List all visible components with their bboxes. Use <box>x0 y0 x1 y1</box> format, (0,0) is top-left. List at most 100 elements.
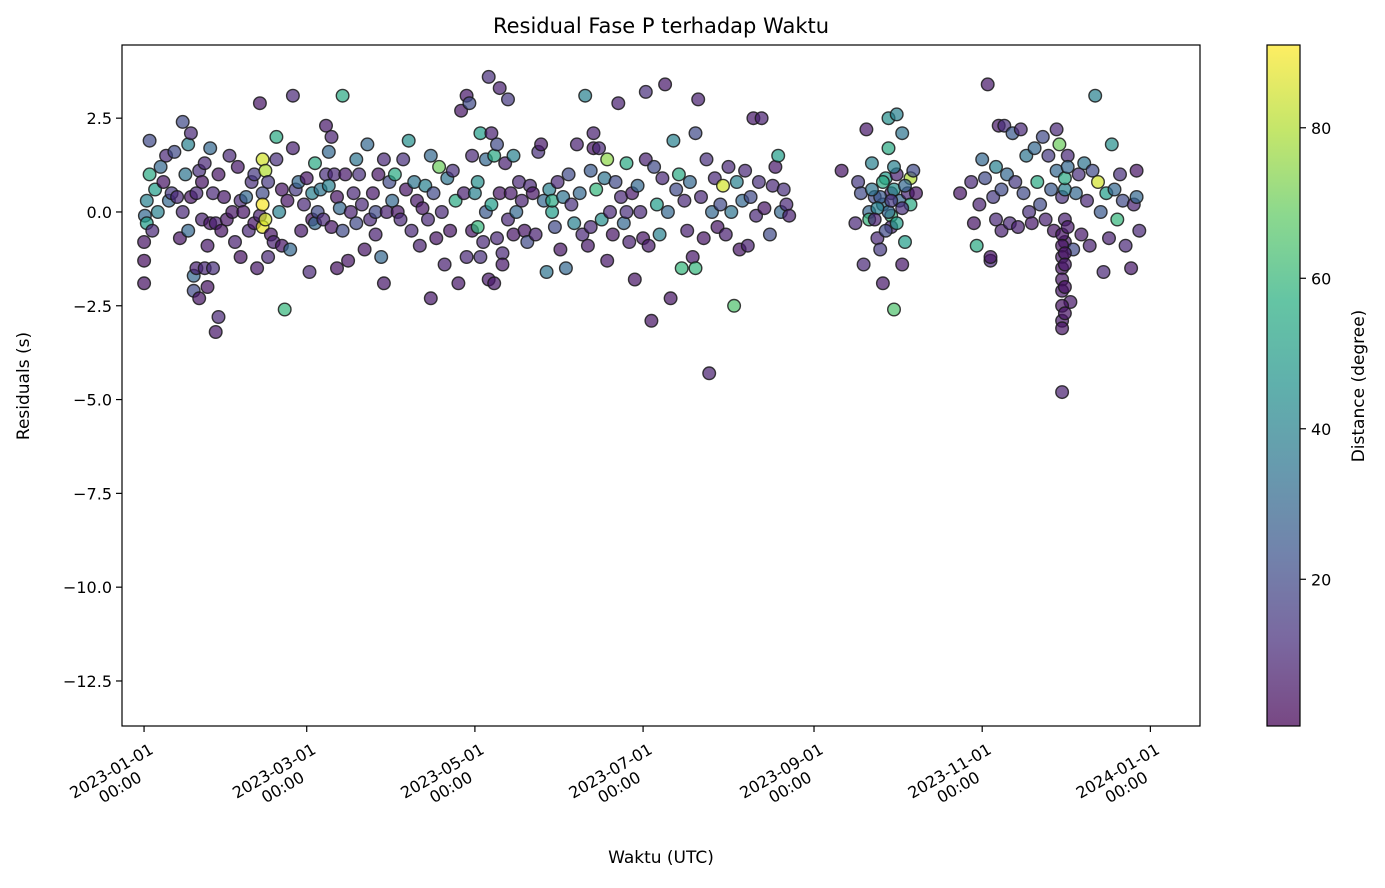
scatter-point <box>330 261 345 276</box>
scatter-point <box>528 227 543 242</box>
scatter-point <box>1090 174 1105 189</box>
y-tick-label: −5.0 <box>73 391 112 410</box>
scatter-point <box>387 167 402 182</box>
scatter-point <box>167 144 182 159</box>
scatter-point <box>1096 265 1111 280</box>
scatter-point <box>349 152 364 167</box>
scatter-point <box>586 126 601 141</box>
scatter-point <box>740 238 755 253</box>
scatter-point <box>909 186 924 201</box>
scatter-point <box>365 186 380 201</box>
scatter-point <box>203 141 218 156</box>
scatter-point <box>600 253 615 268</box>
scatter-point <box>506 148 521 163</box>
scatter-point <box>341 253 356 268</box>
scatter-point <box>338 167 353 182</box>
scatter-point <box>1060 219 1075 234</box>
scatter-point <box>374 249 389 264</box>
scatter-point <box>194 174 209 189</box>
scatter-point <box>335 223 350 238</box>
colorbar-tick-label: 20 <box>1311 570 1331 589</box>
scatter-point <box>561 167 576 182</box>
scatter-point <box>1074 227 1089 242</box>
scatter-point <box>470 219 485 234</box>
x-tick-label: 2023-01-0100:00 <box>66 740 165 819</box>
scatter-point <box>274 182 289 197</box>
scatter-point <box>476 234 491 249</box>
scatter-point <box>688 126 703 141</box>
scatter-point <box>280 193 295 208</box>
scatter-point <box>1035 129 1050 144</box>
scatter-point <box>564 197 579 212</box>
scatter-point <box>175 204 190 219</box>
scatter-point <box>580 238 595 253</box>
scatter-point <box>1101 231 1116 246</box>
x-axis: 2023-01-0100:00 2023-03-0100:00 2023-05-01… <box>66 726 1163 819</box>
scatter-point <box>641 238 656 253</box>
scatter-point <box>567 216 582 231</box>
scatter-point <box>592 141 607 156</box>
scatter-point <box>859 122 874 137</box>
scatter-point <box>487 276 502 291</box>
y-tick-label: −7.5 <box>73 484 112 503</box>
scatter-point <box>696 231 711 246</box>
scatter-point <box>887 159 902 174</box>
scatter-point <box>484 126 499 141</box>
scatter-point <box>371 167 386 182</box>
scatter-point <box>762 227 777 242</box>
scatter-point <box>1008 174 1023 189</box>
scatter-point <box>352 167 367 182</box>
scatter-point <box>451 276 466 291</box>
scatter-point <box>178 167 193 182</box>
scatter-point <box>142 133 157 148</box>
scatter-point <box>183 126 198 141</box>
scatter-point <box>277 302 292 317</box>
scatter-point <box>349 216 364 231</box>
scatter-point <box>1041 148 1056 163</box>
scatter-point <box>346 186 361 201</box>
scatter-point <box>608 174 623 189</box>
scatter-point <box>757 201 772 216</box>
scatter-point <box>269 152 284 167</box>
scatter-point <box>1016 186 1031 201</box>
scatter-point <box>694 189 709 204</box>
scatter-point <box>660 204 675 219</box>
y-tick-label: −2.5 <box>73 297 112 316</box>
scatter-point <box>895 126 910 141</box>
scatter-point <box>412 238 427 253</box>
scatter-point <box>490 137 505 152</box>
scatter-point <box>895 257 910 272</box>
scatter-point <box>691 92 706 107</box>
scatter-point <box>368 227 383 242</box>
scatter-point <box>189 186 204 201</box>
scatter-point <box>142 167 157 182</box>
scatter-point <box>989 212 1004 227</box>
scatter-point <box>647 159 662 174</box>
scatter-point <box>462 96 477 111</box>
scatter-point <box>638 84 653 99</box>
scatter-point <box>848 216 863 231</box>
scatter-point <box>658 77 673 92</box>
scatter-point <box>396 152 411 167</box>
scatter-point <box>216 189 231 204</box>
scatter-point <box>729 174 744 189</box>
scatter-point <box>721 159 736 174</box>
scatter-point <box>754 111 769 126</box>
scatter-point <box>983 249 998 264</box>
scatter-point <box>415 201 430 216</box>
scatter-point <box>258 163 273 178</box>
scatter-point <box>360 137 375 152</box>
scatter-point <box>978 171 993 186</box>
scatter-point <box>1055 385 1070 400</box>
scatter-point <box>1013 122 1028 137</box>
scatter-point <box>139 193 154 208</box>
scatter-point <box>884 193 899 208</box>
scatter-point <box>269 129 284 144</box>
scatter-point <box>137 276 152 291</box>
scatter-point <box>1057 306 1072 321</box>
scatter-point <box>1022 204 1037 219</box>
scatter-point <box>214 223 229 238</box>
scatter-point <box>713 197 728 212</box>
